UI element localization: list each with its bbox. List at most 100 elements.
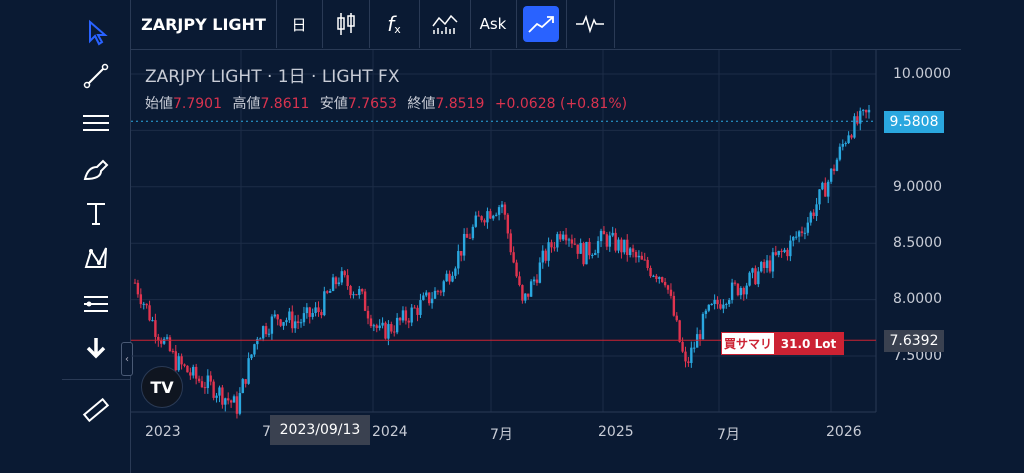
replay-icon[interactable] [566,0,615,48]
candle-body [398,317,402,321]
price-source-button[interactable]: Ask [470,0,517,48]
y-tick-label: 9.0000 [893,179,942,195]
trendline-icon[interactable] [62,56,130,96]
candle-body [818,189,821,205]
candle-body [360,289,364,292]
interval-selector[interactable]: 日 [276,0,323,48]
candle-body [218,387,221,396]
candle-body [227,398,230,401]
candle-body [186,365,189,373]
candle-body [838,146,842,160]
candle-body [238,393,242,414]
candle-body [695,334,699,348]
candle-body [634,251,638,258]
candle-body [623,239,626,253]
candle-body [151,320,154,322]
close-value: 7.8519 [435,96,485,112]
candle-body [690,347,693,363]
candle-body [672,295,676,316]
candle-body [666,285,670,290]
candle-body [352,294,355,296]
trend-icon[interactable] [516,0,567,48]
candle-body [317,307,320,313]
candle-body [803,232,807,234]
candle-body [757,271,760,285]
candle-body [439,291,443,293]
candle-body [157,336,160,341]
candle-body [314,307,317,313]
arrow-down-icon[interactable] [62,328,130,368]
candle-body [390,324,393,332]
candle-body [765,260,769,268]
candle-body [442,281,445,293]
candle-body [832,168,836,171]
candle-body [264,326,268,335]
candle-body [658,277,661,279]
candle-body [617,239,620,251]
brush-icon[interactable] [62,148,130,188]
candle-body [815,204,818,217]
candle-body [212,381,215,398]
forecast-icon[interactable] [62,283,130,323]
candle-body [200,381,204,388]
candle-body [559,234,562,240]
candle-body [160,340,163,344]
candle-body [859,110,862,124]
price-chart[interactable] [131,50,961,450]
candle-body [707,304,711,311]
y-tick-label: 10.0000 [893,66,951,82]
candle-body [483,220,486,223]
candle-body [460,251,463,256]
candle-body [821,182,824,190]
candle-body [486,211,489,223]
candle-body [282,322,285,326]
candle-body [594,253,597,255]
candle-body [792,236,795,241]
symbol-selector[interactable]: ZARJPY LIGHT [131,0,277,48]
candle-body [410,307,413,323]
candle-body [809,212,812,223]
candle-body [142,303,145,305]
candle-body [789,240,792,257]
pattern-icon[interactable] [62,238,130,278]
candle-body [730,282,734,301]
candle-body [215,395,218,398]
candle-body [171,351,175,353]
candle-body [422,295,425,301]
candle-body [631,248,635,252]
text-icon[interactable] [62,193,130,233]
candle-body [494,214,498,216]
candle-body [561,234,565,240]
candle-body [497,207,501,215]
candle-body [640,255,644,260]
ruler-icon[interactable] [62,390,130,430]
candle-body [774,252,777,255]
fib-icon[interactable] [62,103,130,143]
candle-body [457,251,460,269]
candles-icon[interactable] [322,0,370,48]
open-label: 始値 [145,96,173,112]
candle-body [853,116,856,138]
collapse-toolbar-button[interactable]: ‹ [121,342,133,376]
candle-body [509,233,512,253]
candle-body [556,234,559,248]
position-summary[interactable]: 買サマリ 31.0 Lot [721,332,844,355]
candle-body [311,312,314,317]
candle-body [602,230,606,235]
candle-body [247,358,250,384]
candle-body [771,252,775,272]
candle-body [564,234,568,241]
cursor-icon[interactable] [62,12,130,52]
y-tick-label: 8.0000 [893,291,942,307]
candle-body [235,396,239,414]
candle-body [133,282,137,284]
candle-body [660,277,664,282]
candle-body [663,281,667,286]
candle-body [669,289,673,296]
candle-body [229,400,233,403]
candle-body [518,276,521,286]
compare-icon[interactable] [419,0,471,48]
candle-body [515,262,518,277]
current-price-tag: 9.5808 [884,111,944,133]
